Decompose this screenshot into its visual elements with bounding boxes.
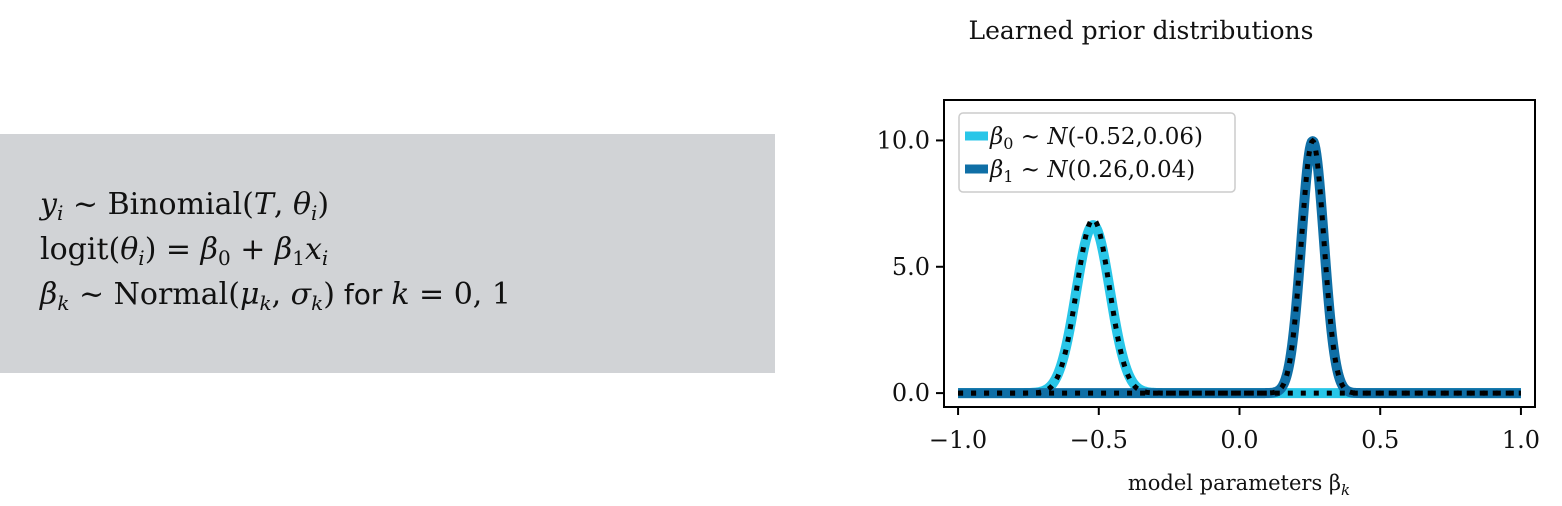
x-tick-label: 0.5 [1361, 426, 1399, 454]
chart-title: Learned prior distributions [969, 16, 1314, 45]
reference-curve-0 [958, 216, 1521, 396]
reference-curve-1 [958, 137, 1521, 396]
model-spec-panel: yi ~ Binomial(T, θi) logit(θi) = β0 + β1… [0, 134, 775, 373]
plot-frame [943, 99, 1536, 408]
link-equation: logit(θi) = β0 + β1xi [40, 232, 329, 270]
y-tick-label: 0.0 [892, 379, 930, 407]
legend-label-beta1: β1 ~ N(0.26,0.04) [989, 157, 1195, 186]
x-tick-label: −1.0 [929, 426, 987, 454]
legend-box [958, 112, 1236, 193]
x-axis-label: model parameters βk [1128, 471, 1350, 499]
legend-label-beta0: β0 ~ N(-0.52,0.06) [989, 124, 1203, 153]
axis-ticks: −1.0 −0.5 0.0 0.5 1.0 0.0 5.0 10.0 [877, 126, 1540, 454]
x-tick-label: 1.0 [1502, 426, 1540, 454]
plot-curves [954, 136, 1525, 399]
prior-equation: βk ~ Normal(μk, σk) for k = 0, 1 [40, 277, 511, 315]
legend: β0 ~ N(-0.52,0.06) β1 ~ N(0.26,0.04) [958, 112, 1236, 193]
series-curve-beta0 [954, 220, 1525, 399]
y-tick-label: 10.0 [877, 126, 930, 154]
x-tick-label: 0.0 [1220, 426, 1258, 454]
likelihood-equation: yi ~ Binomial(T, θi) [40, 187, 330, 225]
x-tick-label: −0.5 [1070, 426, 1128, 454]
y-tick-label: 5.0 [892, 253, 930, 281]
